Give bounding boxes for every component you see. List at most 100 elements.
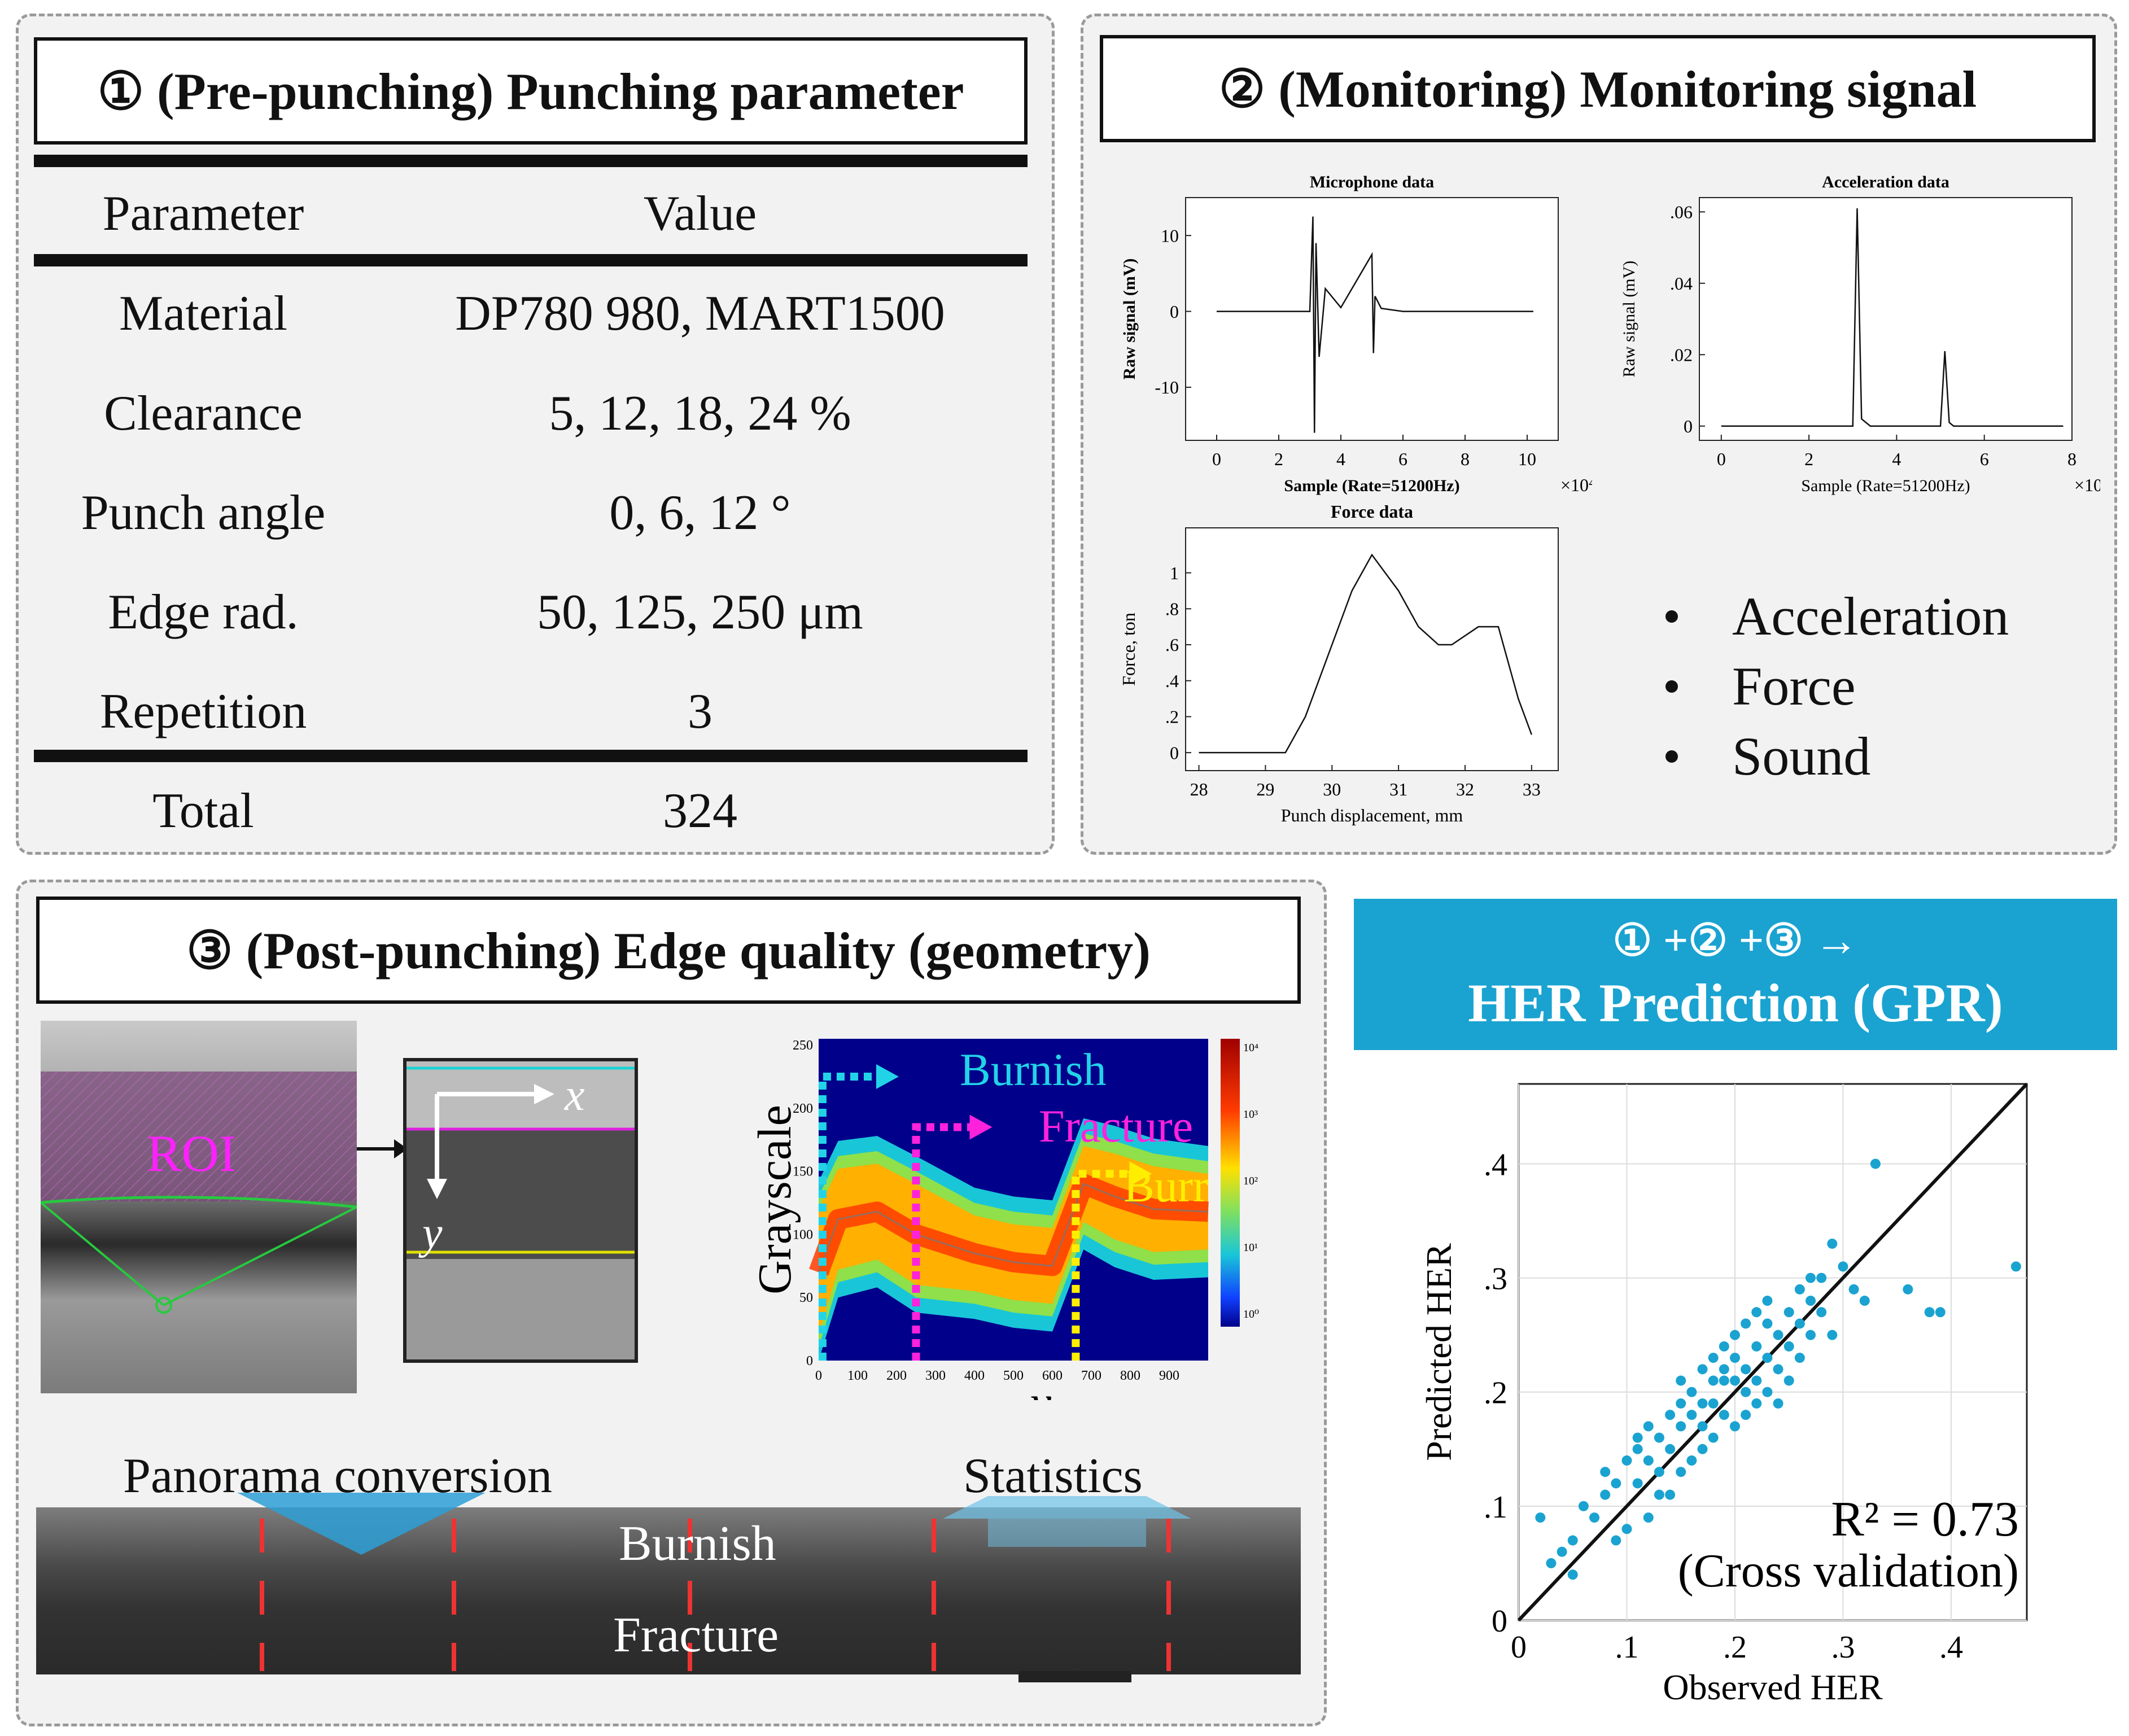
scatter-point	[1676, 1398, 1686, 1409]
x-tick-label: 500	[1003, 1368, 1024, 1383]
statistics-callout	[943, 1496, 1191, 1547]
bullet-icon	[1665, 680, 1678, 693]
scatter-point	[1643, 1512, 1654, 1523]
x-tick-label: 200	[886, 1368, 907, 1383]
scatter-point	[1729, 1421, 1740, 1432]
colorbar	[1221, 1039, 1240, 1327]
header-value: Value	[643, 186, 757, 241]
scatter-point	[1708, 1432, 1719, 1443]
x-tick-label: 100	[847, 1368, 868, 1383]
scatter-point	[1697, 1364, 1708, 1375]
x-tick-label: 0	[1511, 1630, 1527, 1665]
y-tick-label: 10	[1161, 225, 1179, 246]
zone-label-burr: Burr	[1123, 1160, 1209, 1212]
x-axis-label: y	[1026, 1376, 1052, 1400]
scatter-point	[1567, 1569, 1578, 1580]
scatter-point	[1719, 1364, 1729, 1375]
axis-x-label: x	[565, 1070, 585, 1120]
y-tick-label: 100	[793, 1227, 813, 1242]
x-tick-label: 2	[1274, 449, 1283, 469]
identity-line	[1517, 1082, 2029, 1622]
x-tick-label: 8	[2067, 449, 2076, 469]
scatter-point	[1643, 1421, 1654, 1432]
x-tick-label: 800	[1120, 1368, 1140, 1383]
row-parameter: Repetition	[99, 684, 307, 739]
scatter-point	[1632, 1432, 1643, 1443]
x-tick-label: .4	[1939, 1630, 1963, 1665]
y-tick-label: .1	[1484, 1490, 1507, 1525]
scatter-point	[1643, 1455, 1654, 1466]
scatter-point	[1567, 1535, 1578, 1546]
x-tick-label: 10	[1518, 449, 1536, 469]
cv-annotation: (Cross validation)	[1678, 1545, 2019, 1597]
table-header-rule	[34, 254, 1028, 266]
scatter-point	[1719, 1375, 1729, 1386]
scatter-point	[1686, 1387, 1697, 1397]
y-tick-label: .8	[1165, 599, 1179, 619]
row-value: 50, 125, 250 μm	[537, 585, 863, 640]
scatter-point	[1773, 1330, 1783, 1340]
scatter-point	[1806, 1273, 1816, 1283]
scatter-point	[1697, 1421, 1708, 1432]
scatter-point	[1783, 1341, 1794, 1352]
scatter-point	[1708, 1353, 1719, 1363]
x-tick-label: 0	[1212, 449, 1221, 469]
list-item: Acceleration	[1665, 581, 2009, 651]
statistics-label: Statistics	[963, 1449, 1143, 1503]
colorbar-tick-label: 10⁴	[1243, 1042, 1258, 1054]
scatter-point	[1697, 1398, 1708, 1409]
scatter-point	[1719, 1341, 1729, 1352]
scatter-point	[1783, 1307, 1794, 1318]
x-tick-label: 29	[1256, 779, 1274, 799]
y-tick-label: .4	[1484, 1147, 1507, 1182]
panel2-title: ② (Monitoring) Monitoring signal	[1100, 35, 2096, 142]
colorbar-tick-label: 10³	[1243, 1108, 1258, 1121]
scatter-point	[1773, 1398, 1783, 1409]
series-line	[1217, 216, 1533, 433]
x-tick-label: 400	[964, 1368, 985, 1383]
bullet-icon	[1665, 750, 1678, 763]
scatter-point	[1708, 1375, 1719, 1386]
her-prediction-banner: ① +② +③ → HER Prediction (GPR)	[1354, 899, 2117, 1050]
row-value: 3	[688, 684, 712, 739]
x-tick-label: 33	[1523, 779, 1541, 799]
y-tick-label: .02	[1670, 344, 1693, 365]
scatter-point	[1686, 1410, 1697, 1420]
row-parameter: Clearance	[104, 386, 303, 441]
scatter-point	[1719, 1410, 1729, 1420]
scatter-point	[1762, 1296, 1773, 1306]
scatter-point	[1741, 1410, 1751, 1420]
x-tick-label: 6	[1980, 449, 1989, 469]
y-tick-label: .2	[1484, 1376, 1507, 1411]
y-tick-label: 0	[1170, 301, 1179, 322]
scatter-point	[1848, 1284, 1859, 1295]
scatter-point	[1665, 1489, 1676, 1500]
plot-area	[1185, 197, 1559, 441]
panorama-label: Panorama conversion	[123, 1449, 552, 1503]
y-axis-label: Grayscale	[749, 1105, 801, 1295]
y-axis-label: Raw signal (mV)	[1120, 259, 1139, 380]
grayscale-histogram: 0 100 200 300 400 500 600 700 800 900 0 50 100 150 200…	[749, 1038, 1259, 1400]
x-tick-label: 32	[1456, 779, 1474, 799]
scatter-point	[1806, 1296, 1816, 1306]
y-tick-label: .2	[1165, 707, 1179, 727]
panel1-title: ① (Pre-punching) Punching parameter	[34, 37, 1028, 145]
strip-burnish-label: Burnish	[619, 1516, 776, 1571]
x-multiplier: ×10⁴	[1560, 475, 1592, 495]
mean-line	[817, 1183, 1209, 1273]
scatter-point	[1654, 1432, 1664, 1443]
scatter-point	[1762, 1353, 1773, 1363]
scatter-point	[1632, 1478, 1643, 1489]
x-tick-label: .1	[1615, 1630, 1638, 1665]
scatter-point	[1859, 1296, 1870, 1306]
scatter-point	[1762, 1387, 1773, 1397]
scatter-point	[1870, 1158, 1881, 1169]
r2-annotation: R² = 0.73	[1831, 1492, 2019, 1547]
cropped-edge-image	[403, 1058, 638, 1363]
scatter-point	[1935, 1307, 1946, 1318]
scatter-point	[1816, 1273, 1827, 1283]
scatter-point	[1816, 1307, 1827, 1318]
plot-area	[1699, 197, 2073, 441]
scatter-point	[1654, 1467, 1664, 1477]
